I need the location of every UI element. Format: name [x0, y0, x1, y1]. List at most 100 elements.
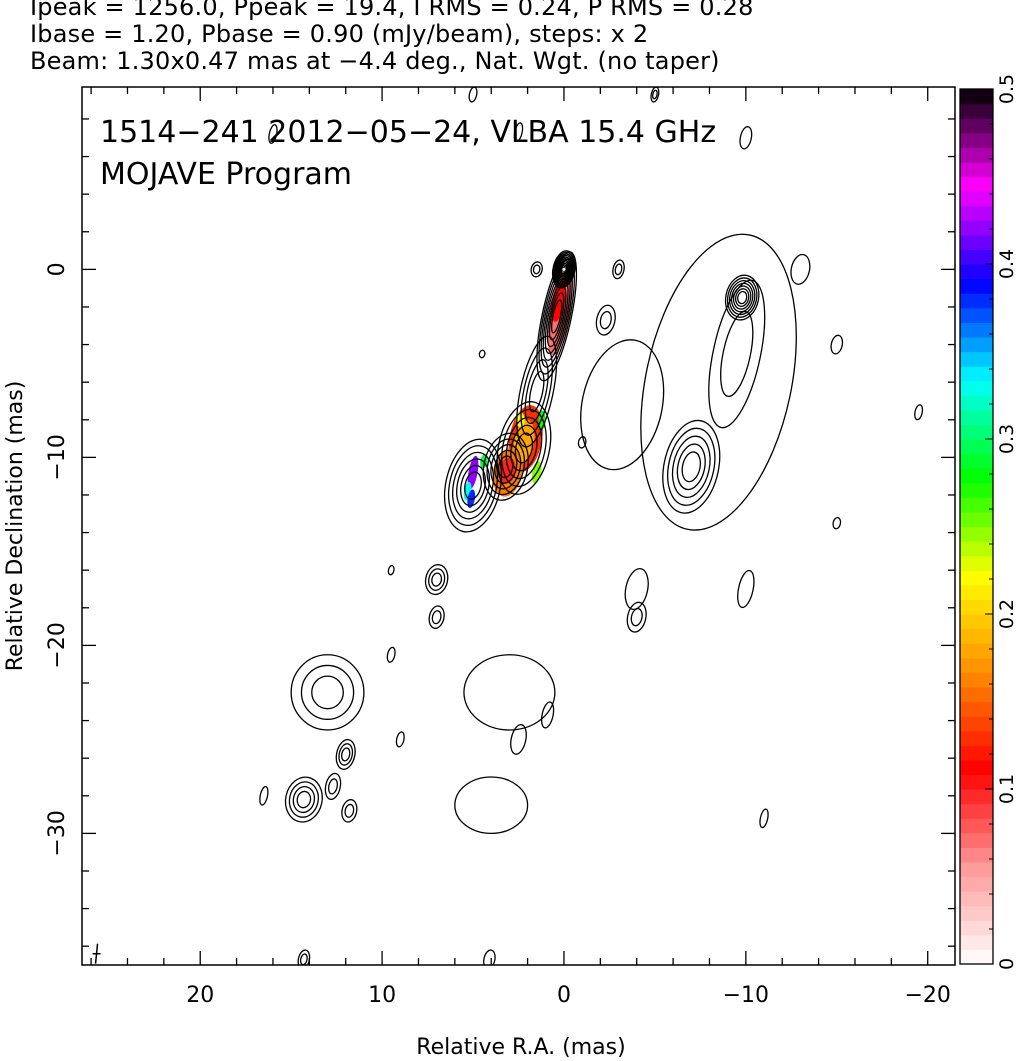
colorbar-step	[960, 672, 993, 688]
contour-2-level-1	[520, 347, 553, 436]
contour-4-level-3	[494, 449, 518, 484]
colorbar-step	[960, 278, 993, 294]
contour-6-level-4	[732, 285, 752, 310]
contour-10-level-1	[428, 568, 446, 591]
contour-5-level-3	[456, 458, 491, 513]
colorbar-step	[960, 264, 993, 280]
contour-13-level-0	[335, 738, 356, 770]
colorbar-step	[960, 599, 993, 615]
contour-40-level-0	[268, 124, 278, 144]
contour-31-level-0	[737, 569, 755, 609]
contour-7-level-1	[720, 310, 754, 398]
contour-1-level-0	[536, 251, 578, 382]
plot-frame	[81, 86, 956, 966]
colorbar-step	[960, 643, 993, 659]
contour-1-level-2	[540, 264, 573, 368]
y-tick-label: −20	[45, 622, 70, 668]
contour-19-level-0	[454, 776, 529, 835]
contour-8-level-1	[667, 427, 716, 506]
colorbar-step	[960, 891, 993, 907]
colorbar-step	[960, 759, 993, 776]
contour-1-level-3	[542, 271, 571, 361]
colorbar-step	[960, 555, 993, 571]
contour-25-level-1	[599, 310, 612, 330]
colorbar-step	[960, 103, 993, 119]
contour-23-level-1	[299, 953, 308, 965]
contour-37-level-0	[259, 785, 269, 806]
colorbar-step	[960, 861, 993, 878]
colorbar-step	[960, 366, 993, 382]
contour-14-level-1	[288, 781, 320, 818]
colorbar-tick-label: 0.2	[996, 599, 1018, 629]
contour-38-level-0	[577, 436, 587, 449]
colorbar-step	[960, 409, 993, 426]
contour-17-level-0	[463, 654, 556, 731]
header-beam-line: Beam: 1.30x0.47 mas at −4.4 deg., Nat. W…	[30, 47, 720, 75]
contour-21-level-1	[630, 608, 643, 627]
colorbar-step	[960, 118, 993, 134]
contour-7-level-0	[708, 279, 766, 429]
contour-14-level-0	[284, 776, 323, 823]
contour-6-level-1	[726, 277, 758, 318]
contour-41-level-0	[832, 516, 842, 530]
colorbar-tick-labels: 0 0.1 0.2 0.3 0.4 0.5	[996, 74, 1018, 970]
contour-13-level-2	[340, 747, 351, 762]
contour-43-level-0	[513, 122, 524, 142]
colorbar-step	[960, 789, 993, 805]
contour-2-level-2	[524, 359, 549, 425]
x-tick-label: −10	[723, 983, 769, 1008]
colorbar-step	[960, 89, 993, 105]
contour-4-level-4	[497, 455, 514, 479]
colorbar-step	[960, 205, 993, 221]
contour-35-level-0	[386, 646, 396, 663]
contour-34-level-0	[540, 701, 555, 729]
contour-8-level-4	[681, 451, 702, 483]
marker-layer	[92, 266, 567, 964]
contour-11-level-1	[431, 610, 442, 625]
colorbar-step	[960, 920, 993, 936]
colorbar-step	[960, 876, 993, 892]
colorbar-step	[960, 541, 993, 557]
contour-25-level-0	[595, 304, 616, 336]
contour-5-level-0	[443, 438, 503, 533]
colorbar-step	[960, 584, 993, 601]
contour-1-level-6	[548, 292, 565, 341]
peak-marker	[561, 266, 567, 272]
source-annotation: 1514−241 2012−05−24, VLBA 15.4 GHz	[100, 115, 716, 150]
contour-24-level-0	[483, 949, 496, 965]
colorbar-step	[960, 526, 993, 542]
colorbar-step	[960, 453, 993, 469]
colorbar-step	[960, 774, 993, 790]
contour-4-level-1	[486, 438, 526, 496]
contour-18-level-0	[510, 723, 527, 755]
contour-2-level-3	[528, 370, 545, 413]
contour-12-level-1	[300, 664, 355, 720]
y-tick-label: 0	[45, 262, 70, 276]
contour-16-level-1	[327, 778, 339, 795]
colorbar-step	[960, 147, 993, 163]
contour-27-level-1	[532, 264, 541, 275]
contour-10-level-0	[424, 564, 449, 596]
colorbar-step	[960, 905, 993, 921]
contour-21-level-0	[626, 601, 647, 633]
contour-8-level-2	[671, 435, 711, 499]
contour-5-level-4	[460, 464, 486, 507]
colorbar-step	[960, 424, 993, 440]
colorbar-step	[960, 847, 993, 863]
colorbar-step	[960, 322, 993, 338]
contour-5-level-1	[447, 445, 499, 526]
contour-27-level-0	[530, 261, 543, 278]
contour-22-level-0	[580, 339, 665, 471]
colorbar-step	[960, 614, 993, 630]
colorbar-step	[960, 730, 993, 746]
colorbar-step	[960, 570, 993, 586]
colorbar-tick-label: 0.3	[996, 424, 1018, 454]
colorbar-step	[960, 949, 993, 965]
x-axis-title: Relative R.A. (mas)	[416, 1035, 625, 1060]
x-tick-label: 0	[557, 983, 571, 1008]
contour-12-level-0	[290, 654, 365, 731]
colorbar-step	[960, 745, 993, 761]
contour-44-level-0	[387, 564, 395, 576]
contour-9-level-0	[640, 233, 797, 531]
contour-5-level-5	[464, 471, 482, 500]
